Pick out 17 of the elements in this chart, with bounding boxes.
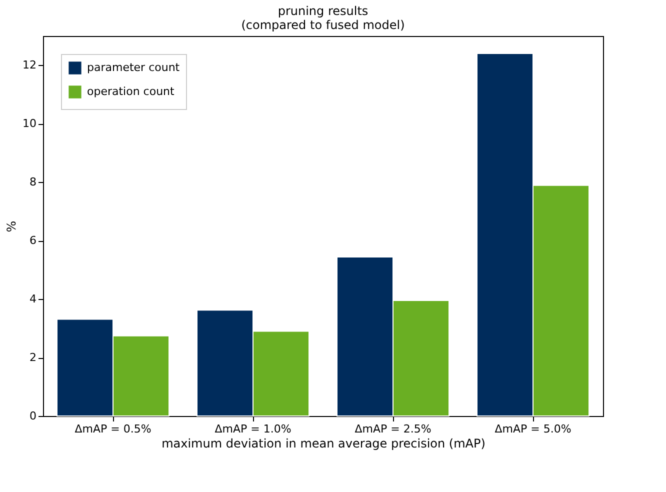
legend-label: parameter count [87, 61, 180, 74]
y-tick-label: 12 [22, 58, 36, 72]
x-tick-label: ΔmAP = 0.5% [74, 422, 152, 436]
y-tick-label: 0 [30, 410, 36, 422]
legend-label: operation count [87, 85, 176, 98]
x-tick-label: ΔmAP = 2.5% [354, 422, 432, 436]
y-axis-title: % [4, 220, 19, 232]
x-axis-title: maximum deviation in mean average precision (mAP) [162, 436, 486, 450]
y-tick-label: 2 [30, 351, 36, 364]
y-tick-label: 4 [30, 292, 36, 306]
y-tick-label: 6 [30, 234, 36, 248]
text: (compared to fused model) [241, 18, 405, 32]
x-tick-label: ΔmAP = 5.0% [494, 422, 572, 436]
y-tick-label: 10 [22, 117, 36, 130]
y-tick-label: 8 [30, 176, 36, 189]
text: pruning results [278, 4, 368, 18]
x-tick-label: ΔmAP = 1.0% [214, 422, 292, 436]
